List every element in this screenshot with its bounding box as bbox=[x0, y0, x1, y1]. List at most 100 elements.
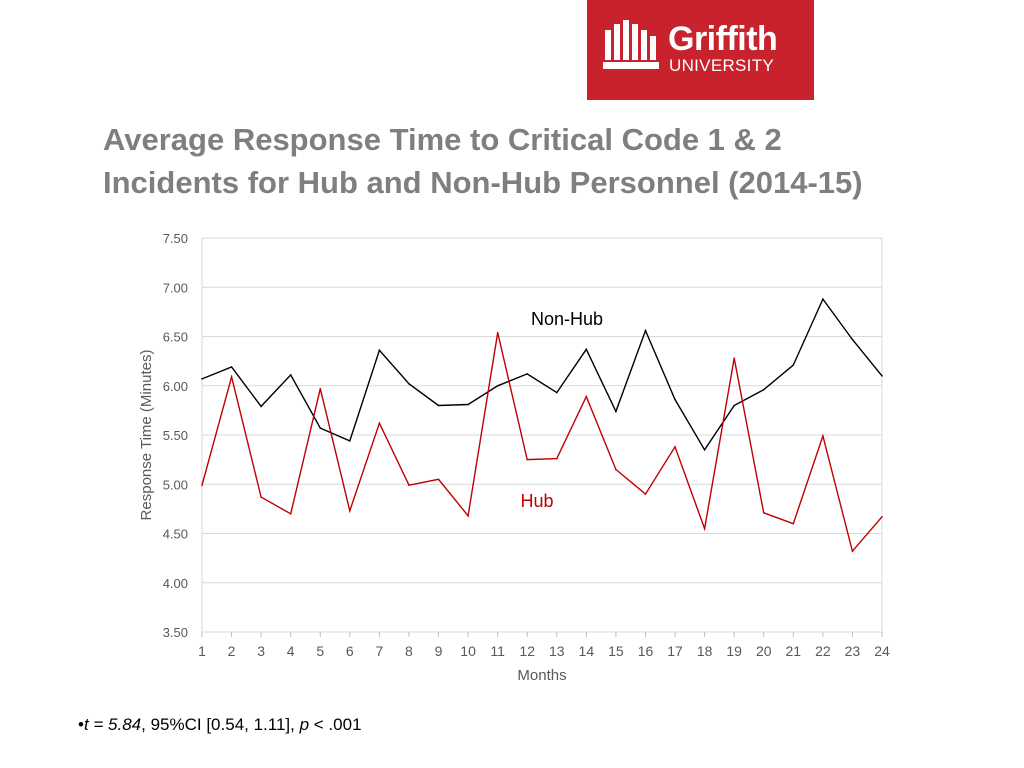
data-point-hub bbox=[851, 550, 854, 553]
data-point-hub bbox=[585, 395, 588, 398]
data-point-non-hub bbox=[378, 349, 381, 352]
x-tick-label: 13 bbox=[549, 643, 565, 659]
series-label-non-hub: Non-Hub bbox=[531, 309, 603, 329]
x-tick-label: 24 bbox=[874, 643, 890, 659]
data-point-non-hub bbox=[733, 404, 735, 407]
data-point-non-hub bbox=[881, 375, 883, 377]
y-tick-label: 7.50 bbox=[163, 231, 188, 246]
data-point-hub bbox=[289, 513, 292, 515]
x-tick-label: 19 bbox=[726, 643, 742, 659]
t-statistic: t = 5.84 bbox=[83, 715, 142, 734]
logo-subtitle: UNIVERSITY bbox=[669, 56, 775, 75]
data-point-non-hub bbox=[467, 403, 469, 406]
x-tick-label: 17 bbox=[667, 643, 683, 659]
data-point-hub bbox=[230, 376, 233, 378]
y-tick-label: 6.50 bbox=[163, 330, 188, 345]
p-value: < .001 bbox=[309, 715, 362, 734]
bullet: • bbox=[78, 715, 84, 734]
data-point-hub bbox=[349, 510, 351, 512]
x-tick-label: 6 bbox=[346, 643, 354, 659]
x-tick-label: 7 bbox=[375, 643, 383, 659]
data-point-non-hub bbox=[496, 384, 499, 387]
data-point-hub bbox=[526, 458, 529, 461]
data-point-hub bbox=[437, 478, 440, 481]
data-point-non-hub bbox=[585, 348, 588, 351]
data-point-hub bbox=[378, 422, 381, 424]
slide-title-line-1: Average Response Time to Critical Code 1… bbox=[103, 122, 782, 157]
x-tick-label: 2 bbox=[228, 643, 236, 659]
data-point-hub bbox=[674, 446, 676, 448]
data-point-hub bbox=[762, 512, 765, 514]
data-point-non-hub bbox=[289, 374, 292, 376]
series-label-hub: Hub bbox=[520, 491, 553, 511]
p-label: p bbox=[299, 715, 310, 734]
data-point-non-hub bbox=[822, 298, 824, 300]
data-point-non-hub bbox=[349, 440, 351, 442]
data-point-non-hub bbox=[319, 427, 322, 429]
x-tick-label: 20 bbox=[756, 643, 772, 659]
y-tick-label: 3.50 bbox=[163, 625, 188, 640]
data-point-hub bbox=[555, 457, 558, 460]
x-tick-label: 12 bbox=[519, 643, 535, 659]
x-tick-label: 5 bbox=[316, 643, 324, 659]
data-point-hub bbox=[408, 484, 410, 487]
data-point-hub bbox=[496, 331, 499, 334]
data-point-non-hub bbox=[408, 382, 410, 385]
y-tick-label: 7.00 bbox=[163, 280, 188, 295]
data-point-non-hub bbox=[615, 410, 617, 413]
y-tick-label: 5.50 bbox=[163, 428, 188, 443]
data-point-non-hub bbox=[674, 398, 676, 401]
data-point-non-hub bbox=[792, 364, 795, 366]
x-tick-label: 10 bbox=[460, 643, 476, 659]
y-tick-label: 6.00 bbox=[163, 379, 188, 394]
data-point-hub bbox=[792, 522, 795, 525]
logo-wordmark: Griffith bbox=[668, 20, 778, 58]
data-point-non-hub bbox=[526, 373, 529, 375]
data-point-hub bbox=[319, 387, 322, 390]
data-point-hub bbox=[615, 468, 617, 471]
data-point-hub bbox=[260, 496, 262, 498]
x-tick-label: 8 bbox=[405, 643, 413, 659]
x-tick-label: 23 bbox=[845, 643, 861, 659]
x-tick-label: 11 bbox=[490, 643, 505, 659]
data-point-hub bbox=[733, 357, 735, 359]
y-tick-label: 5.00 bbox=[163, 477, 188, 492]
y-tick-label: 4.50 bbox=[163, 527, 188, 542]
y-axis-label: Response Time (Minutes) bbox=[138, 350, 155, 521]
x-tick-label: 3 bbox=[257, 643, 265, 659]
logo-emblem-icon bbox=[603, 20, 659, 69]
x-tick-label: 14 bbox=[579, 643, 595, 659]
statistics-footnote: •t = 5.84, 95%CI [0.54, 1.11], p < .001 bbox=[78, 715, 362, 735]
x-tick-label: 16 bbox=[638, 643, 654, 659]
data-point-hub bbox=[467, 514, 469, 517]
data-point-hub bbox=[881, 515, 883, 518]
slide-title: Average Response Time to Critical Code 1… bbox=[103, 118, 943, 204]
data-point-non-hub bbox=[260, 405, 262, 408]
data-point-non-hub bbox=[555, 391, 558, 394]
series-line-hub bbox=[201, 332, 883, 553]
data-point-non-hub bbox=[703, 448, 706, 451]
data-point-non-hub bbox=[201, 378, 203, 380]
x-tick-label: 4 bbox=[287, 643, 295, 659]
x-tick-label: 18 bbox=[697, 643, 713, 659]
x-tick-label: 22 bbox=[815, 643, 831, 659]
data-point-hub bbox=[201, 484, 203, 487]
x-axis-label: Months bbox=[517, 667, 566, 684]
x-tick-label: 9 bbox=[435, 643, 443, 659]
x-tick-label: 1 bbox=[198, 643, 206, 659]
data-point-hub bbox=[822, 435, 824, 437]
data-point-non-hub bbox=[851, 338, 854, 341]
data-point-non-hub bbox=[437, 404, 440, 407]
data-point-non-hub bbox=[762, 388, 765, 391]
series-line-non-hub bbox=[201, 297, 883, 452]
y-tick-label: 4.00 bbox=[163, 576, 188, 591]
x-tick-label: 15 bbox=[608, 643, 624, 659]
line-chart: 3.504.004.505.005.506.006.507.007.501 2 3 4… bbox=[138, 231, 890, 684]
data-point-non-hub bbox=[230, 366, 233, 368]
data-point-hub bbox=[644, 493, 647, 495]
confidence-interval: , 95%CI [0.54, 1.11], bbox=[141, 715, 300, 734]
university-logo bbox=[587, 0, 814, 100]
data-point-hub bbox=[703, 527, 706, 530]
slide-title-line-2: Incidents for Hub and Non-Hub Personnel … bbox=[103, 165, 863, 200]
data-point-non-hub bbox=[644, 329, 647, 332]
